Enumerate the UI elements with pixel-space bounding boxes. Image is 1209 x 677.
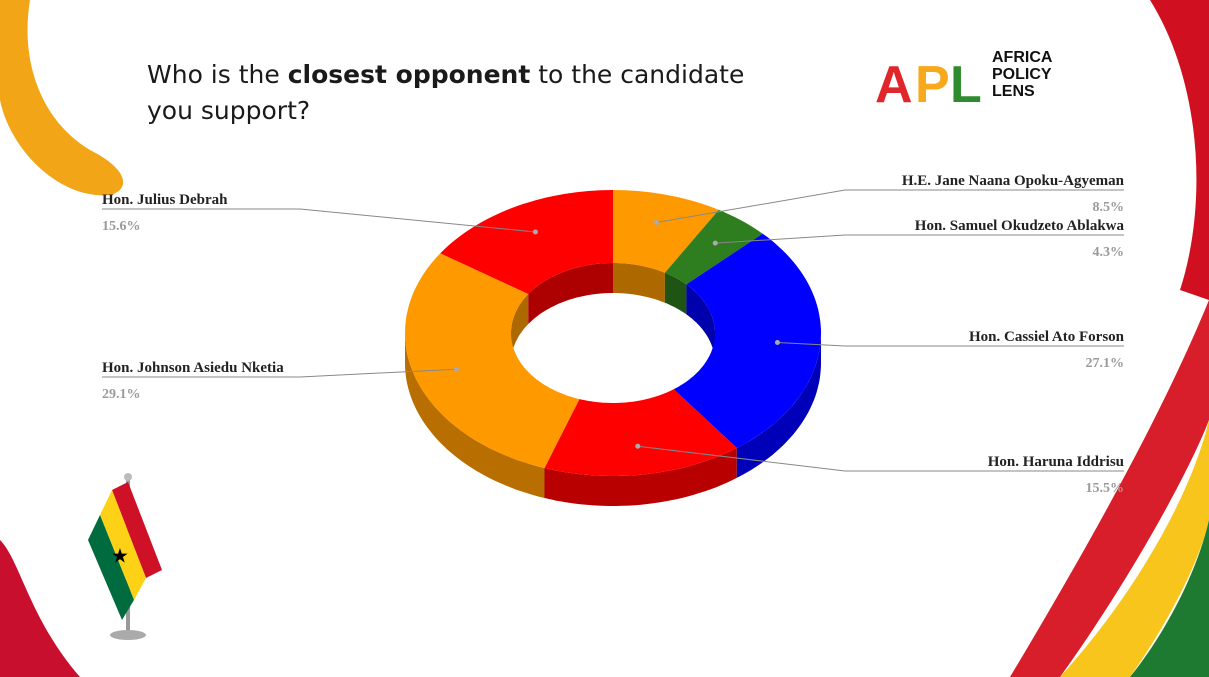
- slice-inner: [511, 294, 529, 363]
- slice-inner: [686, 284, 715, 363]
- value-label: 4.3%: [1093, 245, 1125, 260]
- slice-side: [544, 447, 737, 506]
- slice: [673, 233, 821, 448]
- plot: H.E. Jane Naana Opoku-Agyeman 8.5% Hon. Sa…: [102, 173, 1125, 506]
- flag-top: [124, 473, 132, 481]
- leader-line: [715, 234, 1124, 244]
- slice-side: [736, 333, 821, 478]
- slice-label: Hon. Haruna Iddrisu: [988, 454, 1124, 470]
- decor-curve: [0, 540, 80, 677]
- slice: [544, 389, 737, 476]
- chart-title: you support?: [147, 96, 310, 125]
- leader-dot: [532, 229, 538, 235]
- flag-base: [110, 630, 146, 640]
- leader-line: [656, 189, 1124, 224]
- slice-label: H.E. Jane Naana Opoku-Agyeman: [902, 173, 1125, 189]
- leader-line: [102, 208, 536, 233]
- slice: [664, 209, 763, 285]
- title-part: to the candidate: [530, 60, 744, 89]
- leader-line: [637, 445, 1124, 472]
- flag-stripe: [112, 482, 162, 578]
- slice: [613, 190, 719, 273]
- leader-dot: [712, 240, 718, 246]
- logo-text: LENS: [992, 83, 1035, 100]
- value-label: 15.5%: [1086, 481, 1125, 496]
- slice: [405, 253, 580, 468]
- logo-letter: A: [875, 56, 913, 114]
- decor-curve: [0, 0, 124, 196]
- logo-text: AFRICA: [992, 49, 1053, 66]
- flag-star: ★: [111, 546, 129, 568]
- value-label: 27.1%: [1086, 356, 1125, 371]
- slice-inner: [613, 263, 665, 303]
- slice-side: [405, 333, 545, 498]
- flag-stripe: [100, 490, 146, 600]
- slice-label: Hon. Cassiel Ato Forson: [969, 329, 1125, 345]
- slice-label: Hon. Julius Debrah: [102, 192, 228, 208]
- decor-stripe: [1060, 420, 1209, 677]
- slice-label: Hon. Johnson Asiedu Nketia: [102, 360, 284, 376]
- leader-dot: [774, 340, 780, 346]
- flag-stripe: [88, 515, 134, 620]
- chart-title: Who is the closest opponent to the candi…: [147, 60, 744, 89]
- leader-dot: [635, 443, 641, 449]
- value-label: 29.1%: [102, 387, 141, 402]
- decor-stripe: [1010, 300, 1209, 677]
- slice-inner: [528, 263, 613, 324]
- decor-stripe: [1130, 520, 1209, 677]
- slice-label: Hon. Samuel Okudzeto Ablakwa: [915, 218, 1125, 234]
- value-label: 8.5%: [1093, 200, 1125, 215]
- leader-line: [777, 342, 1124, 347]
- value-label: 15.6%: [102, 219, 141, 234]
- title-part: closest opponent: [288, 60, 531, 89]
- logo-text: POLICY: [992, 66, 1052, 83]
- slice-inner: [664, 272, 687, 315]
- decor-curve: [1150, 0, 1209, 300]
- logo-letter: P: [915, 56, 950, 114]
- title-part: Who is the: [147, 60, 288, 89]
- leader-line: [102, 368, 457, 378]
- logo-letter: L: [950, 56, 982, 114]
- leader-dot: [453, 366, 459, 372]
- slice: [440, 190, 613, 294]
- leader-dot: [653, 220, 659, 226]
